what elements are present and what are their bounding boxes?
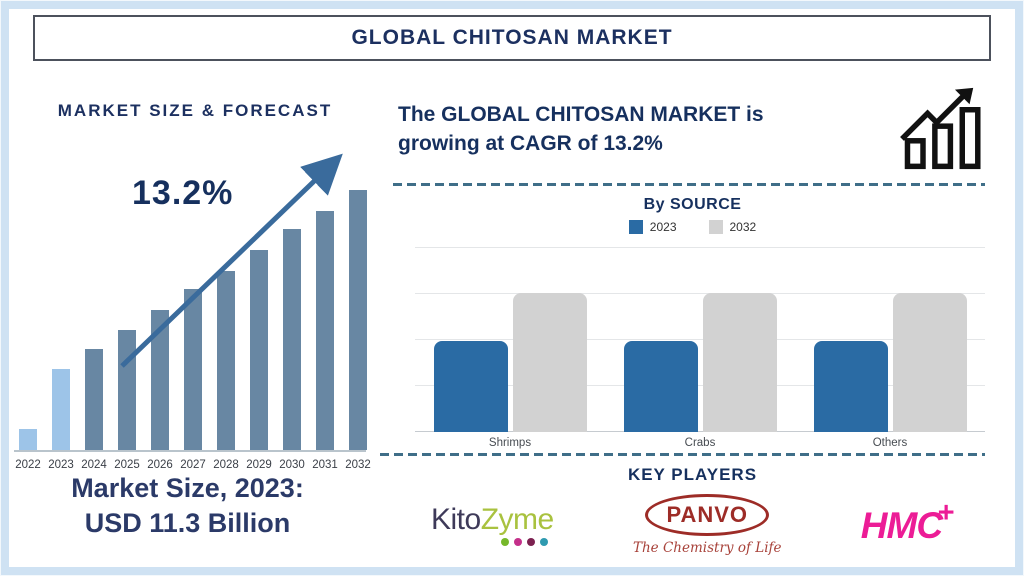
year-label-2029: 2029 [246, 459, 272, 471]
arrowhead [954, 87, 974, 105]
category-label-crabs: Crabs [684, 437, 716, 449]
source-category-axis: Shrimps Crabs Others [415, 437, 985, 449]
year-label-2027: 2027 [180, 459, 206, 471]
year-label-2028: 2028 [213, 459, 239, 471]
hmc-logo: HMC + [860, 498, 959, 546]
legend-label-2032: 2032 [729, 220, 757, 234]
year-label-2025: 2025 [114, 459, 140, 471]
year-label-2026: 2026 [147, 459, 173, 471]
source-bar-crabs-2032 [702, 293, 777, 432]
source-bar-others-2032 [892, 293, 967, 432]
market-size-chart [14, 190, 367, 452]
category-label-shrimps: Shrimps [488, 437, 532, 449]
market-size-bar-2030 [283, 229, 301, 450]
source-bar-others-2023 [813, 341, 888, 432]
category-label-others: Others [872, 437, 908, 449]
gridline [415, 385, 985, 386]
year-label-2032: 2032 [345, 459, 371, 471]
market-size-bar-2029 [250, 250, 268, 450]
market-size-caption-line1: Market Size, 2023: [71, 473, 304, 503]
kitozyme-wordmark: KitoZyme [431, 502, 555, 536]
hmc-wordmark: HMC [860, 504, 943, 546]
market-size-bar-2031 [316, 211, 334, 450]
kitozyme-dots [431, 537, 554, 546]
market-forecast-heading: MARKET SIZE & FORECAST [57, 101, 333, 120]
key-players-heading: KEY PLAYERS [627, 465, 758, 484]
year-label-2030: 2030 [279, 459, 305, 471]
gridline [415, 339, 985, 340]
market-size-bar-2027 [184, 289, 202, 450]
growth-statement-line2: growing at CAGR of 13.2% [398, 132, 663, 156]
market-size-year-axis: 2022 2023 2024 2025 2026 2027 2028 2029 2030 2031… [14, 459, 371, 471]
cagr-annotation: 13.2% [132, 174, 234, 212]
market-size-bar-2026 [151, 310, 169, 450]
panvo-tagline: The Chemistry of Life [632, 540, 782, 556]
bar-group-others [795, 247, 985, 432]
by-source-heading: By SOURCE [643, 196, 742, 213]
gridline [415, 247, 985, 248]
page-title: GLOBAL CHITOSAN MARKET [351, 26, 673, 49]
legend-item-2023: 2023 [628, 220, 677, 234]
gridline [415, 293, 985, 294]
legend-swatch-2023 [628, 220, 643, 234]
source-bar-shrimps-2023 [433, 341, 508, 432]
legend-item-2032: 2032 [708, 220, 757, 234]
legend-swatch-2032 [708, 220, 723, 234]
kitozyme-dot-3 [526, 537, 535, 546]
source-chart-legend: 2023 2032 [400, 220, 985, 234]
dashed-divider-top [393, 183, 985, 186]
market-size-bar-2032 [349, 190, 367, 450]
bar-group-crabs [605, 247, 795, 432]
title-banner: GLOBAL CHITOSAN MARKET [33, 15, 991, 61]
year-label-2022: 2022 [15, 459, 41, 471]
source-bar-crabs-2023 [623, 341, 698, 432]
x-axis-line [415, 431, 985, 432]
trend-arrow-icon [120, 153, 343, 368]
year-label-2023: 2023 [48, 459, 74, 471]
panvo-wordmark: PANVO [666, 502, 749, 527]
dashed-divider-bottom [380, 453, 985, 456]
panvo-oval-icon: PANVO [645, 494, 770, 536]
market-size-bar-2028 [217, 271, 235, 450]
growth-chart-icon [900, 87, 981, 170]
market-size-caption-line2: USD 11.3 Billion [84, 507, 291, 538]
panvo-logo: PANVO The Chemistry of Life [633, 494, 782, 556]
year-label-2024: 2024 [81, 459, 107, 471]
kitozyme-dot-2 [513, 537, 522, 546]
growth-statement: The GLOBAL CHITOSAN MARKET is growing at… [398, 100, 888, 159]
market-size-bar-2023 [52, 369, 70, 450]
market-size-caption: Market Size, 2023: USD 11.3 Billion [15, 471, 360, 540]
source-chart [415, 247, 985, 432]
kitozyme-dot-1 [500, 537, 509, 546]
growth-statement-line1: The GLOBAL CHITOSAN MARKET is [398, 103, 764, 126]
market-size-bar-2022 [19, 429, 37, 450]
kitozyme-name-part2: Zyme [480, 502, 555, 536]
kitozyme-name-part1: Kito [431, 502, 481, 536]
source-bar-groups [415, 247, 985, 432]
kitozyme-dot-4 [539, 537, 548, 546]
market-size-bar-2024 [85, 349, 103, 450]
hmc-plus-icon: + [937, 496, 954, 529]
legend-label-2023: 2023 [649, 220, 677, 234]
key-players-logos: KitoZyme PANVO The Chemistry of Life HMC… [405, 490, 985, 560]
bar-group-shrimps [415, 247, 605, 432]
year-label-2031: 2031 [312, 459, 338, 471]
kitozyme-logo: KitoZyme [431, 502, 555, 546]
source-bar-shrimps-2032 [512, 293, 587, 432]
